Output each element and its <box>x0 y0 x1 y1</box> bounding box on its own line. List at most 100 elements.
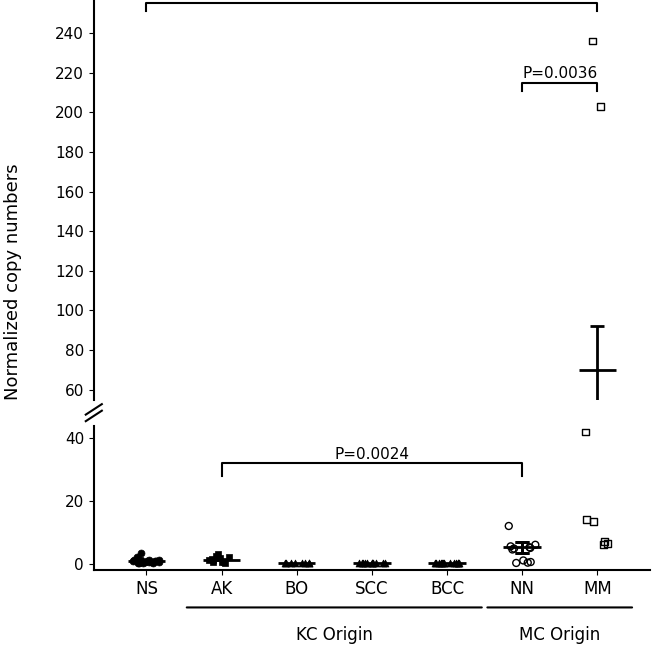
Point <box>151 556 161 567</box>
Point <box>224 552 234 563</box>
Point <box>133 502 143 513</box>
Point <box>511 557 521 568</box>
Point <box>588 516 599 527</box>
Point <box>580 420 591 430</box>
Point <box>216 502 227 513</box>
Point <box>429 502 440 513</box>
Point <box>361 557 372 568</box>
Point <box>215 553 226 563</box>
Point <box>518 555 529 566</box>
Point <box>215 500 226 510</box>
Point <box>212 497 223 508</box>
Point <box>523 502 533 513</box>
Point <box>281 503 291 514</box>
Point <box>299 502 310 513</box>
Point <box>139 502 150 513</box>
Point <box>132 553 143 564</box>
Point <box>523 557 533 568</box>
Point <box>210 550 221 561</box>
Point <box>296 503 307 514</box>
Point <box>588 36 598 47</box>
Point <box>437 558 448 569</box>
Point <box>450 503 461 514</box>
Point <box>216 557 227 567</box>
Point <box>449 558 460 569</box>
Point <box>371 557 382 568</box>
Point <box>602 491 612 501</box>
Point <box>289 558 300 569</box>
Point <box>304 503 314 514</box>
Point <box>210 498 221 509</box>
Point <box>379 503 390 514</box>
Point <box>129 501 140 512</box>
Point <box>439 557 450 568</box>
Point <box>598 491 609 502</box>
Point <box>150 556 161 567</box>
Point <box>431 503 442 514</box>
Point <box>354 502 364 513</box>
Point <box>444 558 455 569</box>
Point <box>580 427 591 438</box>
Point <box>360 503 371 514</box>
Point <box>436 558 446 569</box>
Point <box>147 557 158 568</box>
Point <box>153 501 164 512</box>
Point <box>453 503 464 514</box>
Text: MC Origin: MC Origin <box>519 626 600 645</box>
Point <box>286 503 297 514</box>
Point <box>433 503 444 514</box>
Point <box>530 491 541 502</box>
Point <box>524 493 535 504</box>
Point <box>219 502 230 513</box>
Point <box>366 557 377 568</box>
Point <box>144 557 155 568</box>
Point <box>378 558 389 569</box>
Point <box>524 542 535 553</box>
Point <box>509 543 519 553</box>
Point <box>136 554 147 565</box>
Point <box>139 557 150 568</box>
Point <box>452 557 463 568</box>
Point <box>507 544 518 555</box>
Point <box>206 553 217 564</box>
Text: P=0.0024: P=0.0024 <box>334 447 409 462</box>
Point <box>582 514 592 525</box>
Point <box>218 556 229 567</box>
Point <box>511 503 521 514</box>
Point <box>507 495 518 505</box>
Point <box>286 558 297 569</box>
Point <box>453 558 464 569</box>
Point <box>525 493 536 504</box>
Point <box>219 557 230 568</box>
Point <box>429 557 440 568</box>
Text: P=0.0036: P=0.0036 <box>522 66 598 81</box>
Point <box>299 557 310 568</box>
Point <box>595 101 606 111</box>
Point <box>518 501 529 512</box>
Point <box>358 558 369 569</box>
Point <box>150 502 161 512</box>
Point <box>438 503 448 514</box>
Point <box>132 499 143 510</box>
Point <box>208 555 219 566</box>
Point <box>454 557 464 568</box>
Point <box>358 503 369 514</box>
Point <box>151 502 161 512</box>
Point <box>505 541 516 552</box>
Point <box>136 500 147 511</box>
Point <box>132 500 143 511</box>
Point <box>371 503 382 514</box>
Point <box>503 479 514 490</box>
Point <box>439 503 450 514</box>
Point <box>219 557 230 568</box>
Point <box>153 557 164 567</box>
Point <box>147 502 157 513</box>
Point <box>135 548 146 558</box>
Point <box>304 557 314 568</box>
Point <box>129 555 140 565</box>
Point <box>137 503 148 514</box>
Point <box>144 502 155 513</box>
Point <box>135 496 146 507</box>
Point <box>367 503 378 514</box>
Point <box>525 502 536 513</box>
